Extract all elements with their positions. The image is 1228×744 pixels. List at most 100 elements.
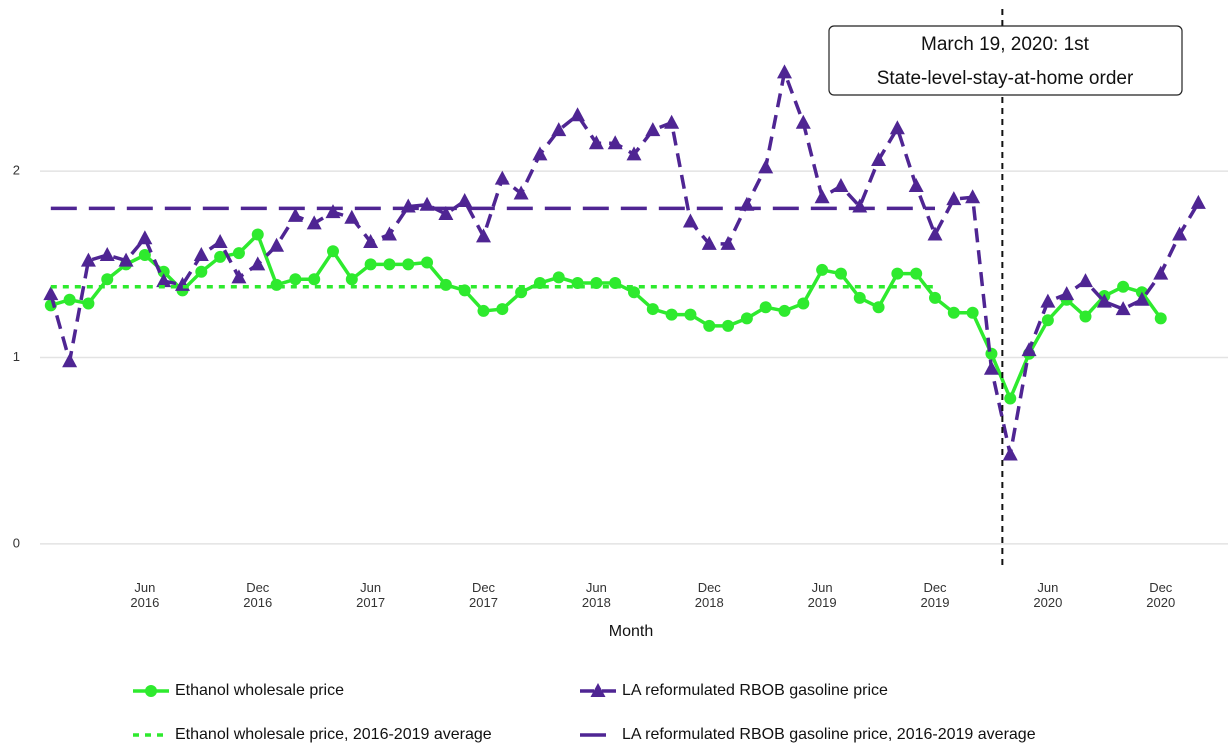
x-tick-label: Dec 2019: [921, 580, 950, 610]
point: [118, 252, 134, 267]
point: [665, 308, 678, 321]
legend-marker: [590, 683, 606, 697]
point: [1096, 293, 1112, 308]
point: [797, 297, 810, 310]
point: [63, 293, 76, 306]
point: [1153, 265, 1169, 280]
x-tick-label: Dec 2017: [469, 580, 498, 610]
point: [777, 64, 792, 79]
point: [1134, 291, 1150, 306]
point: [853, 291, 866, 304]
point: [664, 114, 680, 129]
point: [701, 235, 717, 250]
x-tick-label: Jun 2019: [808, 580, 837, 610]
point: [195, 265, 208, 278]
point: [156, 273, 172, 288]
point: [289, 273, 302, 286]
point: [607, 135, 623, 150]
point: [985, 347, 998, 360]
point: [383, 258, 396, 271]
point: [966, 306, 979, 319]
point: [251, 228, 264, 241]
legend-label: LA reformulated RBOB gasoline price, 201…: [622, 726, 1036, 743]
point: [588, 135, 604, 150]
point: [1079, 310, 1092, 323]
y-tick-label: 2: [13, 163, 20, 178]
point: [532, 146, 548, 161]
point: [684, 308, 697, 321]
point: [306, 215, 322, 230]
point: [327, 245, 339, 258]
point: [157, 265, 170, 278]
point: [833, 178, 849, 193]
point: [438, 206, 454, 221]
point: [759, 301, 772, 314]
point: [214, 250, 227, 263]
point: [965, 189, 981, 204]
x-tick-label: Dec 2020: [1146, 580, 1175, 610]
point: [814, 189, 830, 204]
legend-marker: [145, 685, 157, 697]
point: [946, 191, 962, 206]
point: [628, 286, 640, 299]
point: [682, 213, 698, 228]
annotation-text: State-level-stay-at-home order: [877, 68, 1134, 89]
point: [421, 256, 434, 269]
point: [62, 353, 78, 368]
x-tick-label: Jun 2017: [356, 580, 385, 610]
point: [270, 278, 283, 291]
annotation-text: March 19, 2020: 1st: [921, 34, 1090, 55]
point: [551, 122, 567, 137]
point: [439, 278, 452, 291]
point: [513, 185, 529, 200]
point: [910, 267, 923, 280]
point: [457, 192, 473, 207]
point: [646, 303, 659, 316]
point: [494, 170, 510, 185]
point: [212, 233, 228, 248]
point: [99, 247, 115, 262]
point: [1115, 301, 1131, 316]
legend-label: LA reformulated RBOB gasoline price: [622, 682, 888, 699]
point: [722, 319, 735, 332]
x-tick-label: Jun 2018: [582, 580, 611, 610]
point: [1059, 286, 1075, 301]
point: [308, 273, 321, 286]
point: [363, 233, 379, 248]
point: [1078, 273, 1093, 288]
point: [983, 360, 999, 375]
point: [1190, 194, 1206, 209]
annotation-box: [828, 25, 1183, 96]
point: [232, 247, 245, 260]
point: [137, 230, 153, 245]
point: [1021, 342, 1037, 357]
legend-label: Ethanol wholesale price, 2016-2019 avera…: [175, 726, 492, 743]
point: [1004, 392, 1017, 405]
point: [871, 151, 887, 166]
point: [231, 269, 247, 284]
point: [325, 204, 341, 219]
point: [287, 207, 303, 222]
point: [778, 304, 791, 317]
legend-label: Ethanol wholesale price: [175, 682, 344, 699]
y-tick-label: 0: [13, 535, 20, 550]
point: [570, 107, 586, 122]
point: [834, 267, 847, 280]
series-line: [49, 65, 1200, 455]
point: [250, 256, 266, 271]
point: [703, 319, 716, 332]
point: [138, 249, 151, 262]
point: [43, 286, 59, 301]
point: [891, 267, 904, 280]
x-tick-label: Jun 2016: [130, 580, 159, 610]
point: [816, 263, 829, 276]
point: [758, 159, 774, 174]
x-tick-label: Dec 2016: [243, 580, 272, 610]
point: [626, 146, 642, 161]
x-tick-label: Jun 2020: [1033, 580, 1062, 610]
point: [381, 226, 397, 241]
point: [345, 273, 358, 286]
point: [740, 312, 753, 325]
point: [80, 252, 96, 267]
